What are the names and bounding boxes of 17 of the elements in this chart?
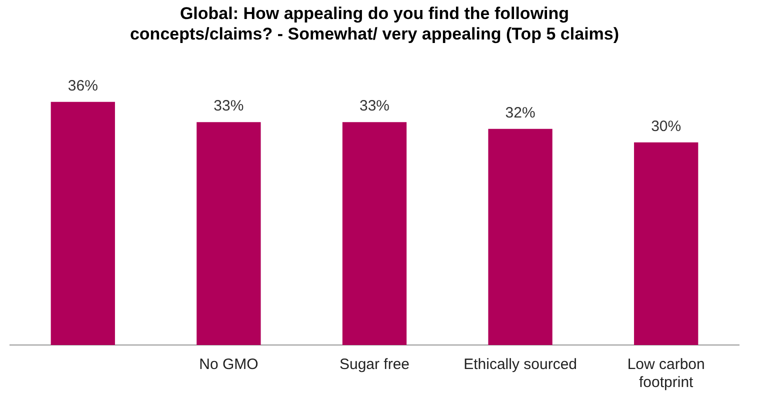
- x-tick-label: No GMO: [199, 356, 258, 374]
- data-label: 33%: [359, 98, 390, 115]
- data-label: 33%: [214, 98, 244, 115]
- bar: [342, 122, 407, 345]
- text: concepts/claims? - Somewhat/ very appealing (Top 5 claims): [130, 24, 620, 44]
- data-label: 36%: [68, 77, 98, 94]
- x-tick-label: Sugar free: [339, 356, 410, 374]
- data-label: 30%: [651, 118, 682, 135]
- bar: [50, 102, 115, 345]
- text: Global: How appealing do you find the following: [180, 4, 570, 23]
- data-label: 32%: [505, 104, 536, 122]
- bar: [196, 122, 261, 345]
- category-label: Low carbon: [627, 356, 705, 374]
- category-label: footprint: [639, 374, 694, 392]
- bar: [488, 128, 552, 345]
- x-tick-label: Ethically sourced: [464, 356, 577, 374]
- bar: [634, 142, 698, 345]
